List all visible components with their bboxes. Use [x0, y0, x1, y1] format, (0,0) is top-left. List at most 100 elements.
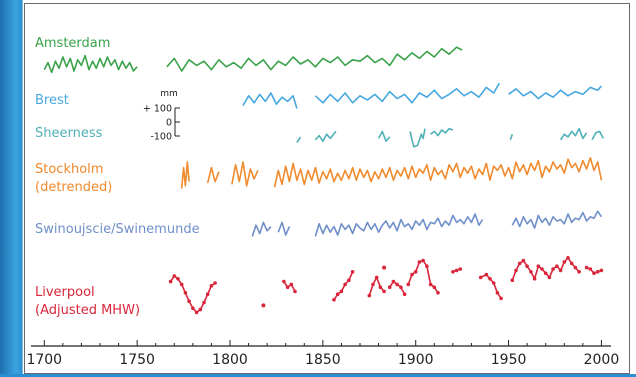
data-point — [421, 258, 425, 263]
data-point — [566, 256, 570, 260]
data-point — [521, 258, 526, 263]
data-point — [425, 264, 429, 269]
data-point — [525, 264, 529, 269]
data-point — [577, 270, 581, 274]
data-point — [599, 268, 604, 273]
x-tick-label: 1800 — [212, 352, 248, 368]
chart-panel: Amsterdam Brest Sheerness Stockholm (detrend… — [24, 3, 630, 374]
data-point — [374, 275, 379, 280]
data-point — [540, 267, 544, 271]
data-point — [588, 267, 593, 271]
series-line — [43, 54, 138, 74]
data-point — [555, 264, 559, 269]
data-point — [432, 285, 437, 290]
data-point — [367, 293, 372, 298]
data-point — [339, 289, 344, 294]
data-point — [532, 277, 537, 281]
series-line — [283, 281, 296, 292]
data-point — [595, 270, 600, 274]
data-point — [209, 284, 214, 288]
data-point — [402, 292, 407, 297]
data-point — [488, 277, 492, 281]
scale-bar-label: 0 — [166, 118, 172, 129]
series-line — [166, 46, 463, 72]
data-point — [551, 267, 555, 271]
data-point — [183, 291, 188, 295]
data-point — [514, 268, 518, 273]
data-point — [282, 279, 286, 284]
data-point — [293, 289, 297, 294]
data-point — [536, 264, 541, 269]
data-point — [543, 271, 548, 276]
data-point — [168, 279, 173, 284]
series-line — [251, 221, 272, 237]
data-point — [406, 282, 411, 287]
series-line — [508, 85, 603, 100]
data-point — [558, 268, 563, 273]
data-point — [499, 296, 503, 301]
series-line — [509, 133, 514, 141]
series-label: Swinoujscie/Swinemunde — [35, 222, 200, 237]
data-point — [454, 268, 459, 273]
data-point — [179, 282, 184, 287]
data-point — [261, 303, 266, 308]
data-point — [484, 272, 489, 277]
x-tick-label: 1850 — [305, 352, 341, 368]
data-point — [187, 299, 191, 304]
series-line — [377, 130, 391, 142]
scale-bar-label: + 100 — [143, 104, 172, 115]
series-line — [314, 82, 500, 104]
series-label: Amsterdam — [35, 36, 110, 51]
data-point — [387, 285, 392, 290]
series-label: Sheerness — [35, 126, 103, 141]
data-point — [495, 291, 500, 295]
data-point — [191, 306, 195, 311]
data-point — [562, 260, 567, 264]
series-line — [314, 213, 484, 237]
series-line — [277, 221, 291, 236]
data-point — [350, 270, 355, 274]
data-point — [399, 285, 403, 290]
x-tick-label: 2000 — [584, 352, 620, 368]
series-line — [559, 127, 588, 141]
data-point — [176, 277, 180, 281]
data-point — [343, 282, 347, 287]
data-point — [347, 278, 351, 283]
chart-svg: Amsterdam Brest Sheerness Stockholm (detrend… — [26, 36, 620, 368]
data-point — [198, 307, 203, 312]
series-line — [273, 157, 603, 188]
data-point — [458, 267, 463, 271]
scale-bar-label: -100 — [150, 132, 172, 143]
data-point — [395, 282, 399, 287]
data-point — [413, 270, 418, 274]
data-point — [289, 282, 294, 287]
data-point — [451, 270, 455, 274]
data-point — [205, 292, 210, 297]
series-line — [430, 127, 454, 137]
data-point — [573, 265, 578, 270]
data-point — [382, 289, 386, 294]
data-point — [569, 261, 574, 266]
x-tick-label: 1900 — [398, 352, 434, 368]
x-tick-label: 1750 — [119, 352, 155, 368]
series-line — [180, 161, 190, 189]
data-point — [436, 291, 440, 295]
data-point — [410, 272, 414, 277]
data-point — [417, 260, 422, 264]
series-line — [591, 130, 605, 141]
data-point — [428, 282, 433, 287]
data-point — [547, 275, 552, 280]
data-point — [491, 281, 496, 285]
series-label: Stockholm — [35, 162, 103, 177]
data-point — [478, 275, 483, 280]
series-line — [409, 128, 426, 148]
series-label: Brest — [35, 93, 69, 108]
series-label: Liverpool — [35, 285, 95, 300]
series-line — [231, 161, 259, 187]
series-label: (detrended) — [35, 180, 112, 195]
data-point — [517, 261, 522, 266]
data-point — [335, 292, 340, 297]
data-point — [285, 285, 290, 290]
series-line — [296, 136, 302, 144]
data-point — [194, 310, 199, 315]
